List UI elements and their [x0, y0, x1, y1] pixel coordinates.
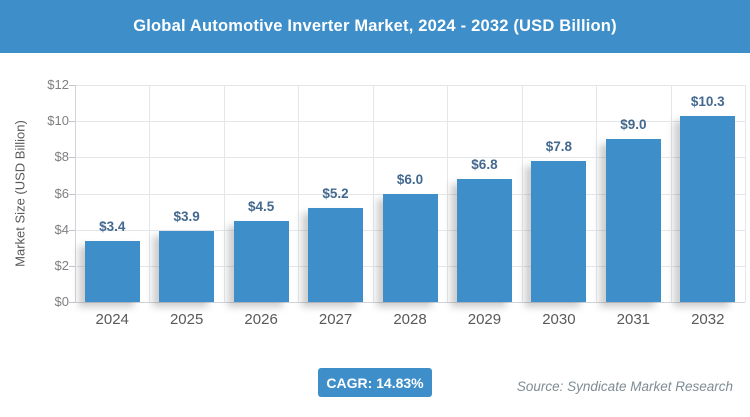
bar-2032: [680, 115, 736, 302]
y-axis-tick: [69, 157, 75, 159]
bar-value-label: $9.0: [620, 117, 647, 133]
x-axis-tick-label: 2030: [542, 311, 576, 328]
x-axis-tick-label: 2028: [393, 311, 427, 328]
bar-value-label: $6.8: [471, 157, 498, 173]
y-axis-title: Market Size (USD Billion): [12, 119, 28, 267]
x-axis-tick-label: 2027: [318, 311, 353, 328]
x-axis-tick-label: 2031: [616, 311, 651, 328]
bar-2028: [382, 193, 438, 302]
chart-header: Global Automotive Inverter Market, 2024 …: [0, 0, 750, 53]
bar-2031: [605, 139, 661, 302]
y-axis-tick-label: $10: [47, 113, 69, 129]
y-axis-tick: [69, 85, 75, 86]
vertical-gridline: [149, 85, 151, 302]
bar-2030: [531, 160, 587, 302]
vertical-gridline: [223, 85, 225, 302]
bar-value-label: $10.3: [690, 93, 725, 109]
x-axis-tick-label: 2025: [169, 311, 204, 328]
bar-2025: [159, 231, 215, 302]
bar-2026: [233, 220, 289, 302]
cagr-badge: CAGR: 14.83%: [318, 368, 432, 397]
bar-value-label: $3.4: [99, 218, 126, 234]
bar-2029: [456, 179, 512, 302]
horizontal-gridline: [75, 121, 745, 123]
vertical-gridline: [372, 85, 374, 302]
y-axis-tick-label: $2: [54, 257, 69, 273]
vertical-gridline: [596, 85, 598, 302]
horizontal-gridline: [75, 85, 745, 86]
y-axis-tick-label: $4: [54, 221, 69, 237]
vertical-gridline: [745, 85, 746, 302]
bar-2024: [84, 240, 140, 302]
y-axis-tick-label: $8: [54, 149, 69, 165]
source-attribution: Source: Syndicate Market Research: [516, 379, 733, 394]
y-axis-line: [75, 85, 76, 303]
chart-title: Global Automotive Inverter Market, 2024 …: [133, 17, 617, 35]
x-axis-tick-label: 2032: [691, 311, 725, 328]
y-axis-tick-label: $6: [54, 185, 69, 201]
vertical-gridline: [447, 85, 449, 302]
y-axis-tick: [69, 302, 75, 303]
x-axis-tick-label: 2026: [244, 311, 278, 328]
vertical-gridline: [298, 85, 300, 302]
y-axis-tick-label: $12: [47, 77, 69, 92]
x-axis-line: [75, 302, 745, 303]
bar-2027: [308, 207, 364, 302]
bar-value-label: $7.8: [545, 138, 573, 154]
bar-value-label: $5.2: [322, 185, 349, 201]
vertical-gridline: [521, 85, 523, 302]
horizontal-gridline: [75, 157, 745, 159]
vertical-gridline: [670, 85, 672, 302]
x-axis-tick-label: 2024: [95, 311, 129, 328]
bar-value-label: $4.5: [247, 198, 275, 214]
y-axis-tick: [69, 121, 75, 123]
y-axis-tick: [69, 229, 75, 231]
bar-value-label: $3.9: [173, 209, 200, 225]
bar-value-label: $6.0: [396, 171, 424, 187]
x-axis-tick-label: 2029: [467, 311, 502, 328]
y-axis-tick-label: $0: [54, 294, 69, 309]
y-axis-tick: [69, 265, 75, 267]
y-axis-tick: [69, 193, 75, 195]
